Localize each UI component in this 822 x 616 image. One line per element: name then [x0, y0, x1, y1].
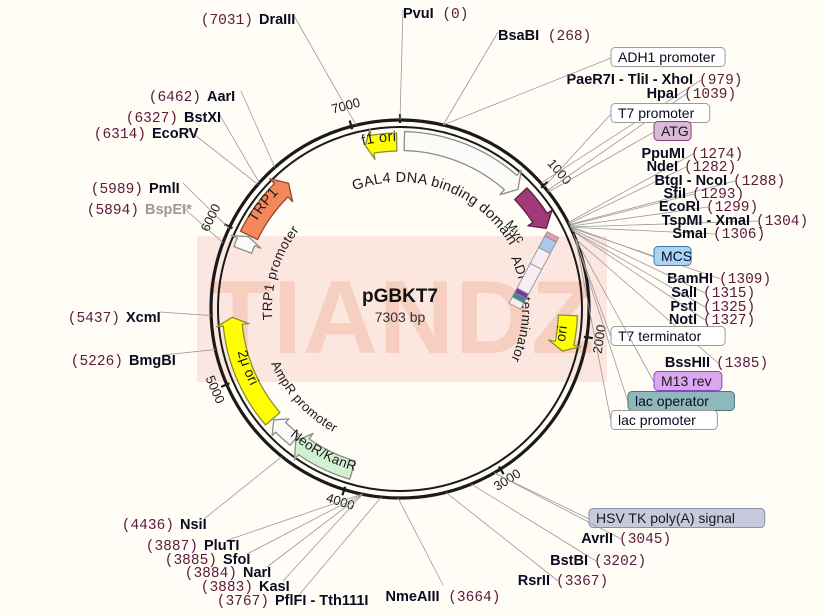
svg-text:KasI: KasI	[259, 579, 290, 595]
svg-text:BstBI: BstBI	[550, 553, 588, 569]
svg-text:(3883): (3883)	[201, 580, 253, 596]
svg-text:EcoRV: EcoRV	[152, 126, 199, 142]
svg-text:BmgBI: BmgBI	[129, 353, 176, 369]
svg-text:T7 promoter: T7 promoter	[618, 105, 695, 121]
svg-text:lac operator: lac operator	[635, 393, 709, 409]
svg-text:(6462): (6462)	[149, 90, 201, 106]
svg-text:NotI: NotI	[669, 312, 697, 328]
svg-text:T7 terminator: T7 terminator	[618, 328, 702, 344]
svg-text:(3885): (3885)	[165, 553, 217, 569]
svg-text:lac promoter: lac promoter	[618, 412, 696, 428]
svg-text:(5437): (5437)	[68, 311, 120, 327]
svg-text:(5894): (5894)	[87, 203, 139, 219]
svg-text:SmaI: SmaI	[672, 226, 707, 242]
svg-text:BssHII: BssHII	[665, 355, 710, 371]
svg-text:PflFI - Tth111I: PflFI - Tth111I	[275, 593, 368, 609]
svg-text:PvuI (0): PvuI (0)	[403, 6, 468, 23]
svg-text:MCS: MCS	[661, 248, 692, 264]
svg-text:(7031): (7031)	[201, 13, 253, 29]
svg-text:XcmI: XcmI	[126, 310, 161, 326]
svg-text:DraIII: DraIII	[259, 12, 295, 28]
svg-text:pGBKT7: pGBKT7	[362, 286, 438, 307]
svg-text:HpaI: HpaI	[647, 86, 678, 102]
svg-text:(6327): (6327)	[126, 111, 178, 127]
svg-text:(1385): (1385)	[716, 356, 768, 372]
svg-text:SfoI: SfoI	[223, 552, 250, 568]
svg-text:ori: ori	[552, 324, 570, 342]
svg-text:(1039): (1039)	[684, 87, 736, 103]
svg-text:(3887): (3887)	[146, 539, 198, 555]
svg-text:HSV TK poly(A) signal: HSV TK poly(A) signal	[596, 510, 735, 526]
svg-text:(3202): (3202)	[594, 554, 646, 570]
svg-text:(6314): (6314)	[94, 127, 146, 143]
svg-text:(3045): (3045)	[619, 532, 671, 548]
svg-text:(4436): (4436)	[122, 518, 174, 534]
svg-text:(5989): (5989)	[91, 182, 143, 198]
svg-text:NsiI: NsiI	[180, 517, 207, 533]
svg-text:M13 rev: M13 rev	[661, 373, 712, 389]
svg-text:BspEI*: BspEI*	[145, 202, 192, 218]
svg-text:7303 bp: 7303 bp	[375, 309, 426, 325]
svg-text:(1306): (1306)	[713, 227, 765, 243]
svg-text:ATG: ATG	[661, 123, 689, 139]
svg-text:BstXI: BstXI	[184, 110, 221, 126]
svg-text:(3367): (3367)	[556, 574, 608, 590]
svg-text:(3767): (3767)	[217, 594, 269, 610]
svg-text:AvrII: AvrII	[581, 531, 613, 547]
svg-text:NmeAIII (3664): NmeAIII (3664)	[386, 589, 501, 606]
svg-text:(5226): (5226)	[71, 354, 123, 370]
svg-text:PluTI: PluTI	[204, 538, 239, 554]
svg-text:RsrII: RsrII	[518, 573, 550, 589]
svg-text:AarI: AarI	[207, 89, 235, 105]
svg-text:ADH1 promoter: ADH1 promoter	[618, 49, 716, 65]
svg-text:PmlI: PmlI	[149, 181, 180, 197]
svg-text:BsaBI (268): BsaBI (268)	[498, 28, 591, 45]
